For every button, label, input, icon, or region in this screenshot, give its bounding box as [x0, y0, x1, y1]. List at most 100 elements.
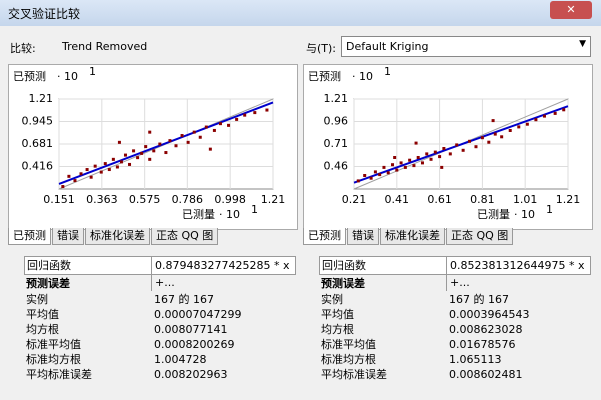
- point: [140, 151, 144, 155]
- point: [136, 156, 140, 160]
- point: [420, 161, 424, 165]
- x-tick-label: 0.998: [214, 193, 246, 206]
- trend-line: [353, 105, 569, 184]
- point: [553, 111, 557, 115]
- stat-name: 标准平均值: [26, 338, 81, 351]
- point: [493, 132, 497, 136]
- stat-row: 标准平均值 0.01678576: [319, 337, 591, 352]
- y-axis-unit: · 10: [57, 70, 78, 83]
- x-tick-label: 0.575: [129, 193, 161, 206]
- regression-value: 0.852381312644975 * x +...: [446, 257, 590, 291]
- section-label: 预测误差: [26, 277, 70, 290]
- point: [429, 157, 433, 161]
- point: [534, 118, 538, 122]
- x-tick-label: 0.61: [427, 193, 452, 206]
- point: [480, 136, 484, 140]
- point: [508, 129, 512, 132]
- point: [403, 165, 407, 169]
- point: [369, 176, 373, 180]
- point: [192, 130, 196, 134]
- stat-row: 实例 167 的 167: [24, 292, 296, 307]
- y-tick-label: 1.21: [29, 92, 54, 105]
- y-tick-label: 0.945: [22, 115, 54, 128]
- stat-name: 标准均方根: [321, 353, 376, 366]
- compare-label: 比较:: [10, 42, 36, 55]
- tab[interactable]: 标准化误差: [380, 228, 445, 245]
- dropdown[interactable]: Default Kriging ▼: [341, 36, 591, 57]
- point: [243, 113, 247, 117]
- tab[interactable]: 标准化误差: [85, 228, 150, 245]
- y-tick-label: 0.96: [324, 115, 349, 128]
- point: [227, 123, 231, 127]
- point: [562, 108, 566, 112]
- window-title: 交叉验证比较: [8, 7, 81, 21]
- point: [391, 163, 395, 167]
- point: [382, 165, 386, 169]
- x-tick-label: 0.151: [43, 193, 75, 206]
- point: [408, 158, 412, 162]
- point: [61, 185, 65, 189]
- x-tick-label: 0.81: [470, 193, 495, 206]
- point: [517, 125, 521, 129]
- point: [93, 164, 97, 168]
- tab[interactable]: 已预测: [303, 228, 346, 245]
- regression-value: 0.879483277425285 * x +...: [151, 257, 295, 291]
- point: [399, 161, 403, 165]
- x-tick-label: 1.01: [513, 193, 538, 206]
- point: [111, 157, 115, 161]
- stats-table: 回归函数 0.879483277425285 * x +... 预测误差 实例 167 …: [24, 256, 296, 382]
- stat-row: 平均值 0.00007047299: [24, 307, 296, 322]
- point: [500, 135, 504, 139]
- point: [440, 165, 444, 169]
- point: [373, 170, 377, 174]
- chart-panel: 已预测 · 10 1 已测量 · 10 1 0.46 0.71 0.96 1.21 0.21 0.41…: [303, 64, 593, 230]
- stat-row: 均方根 0.008077141: [24, 322, 296, 337]
- point: [73, 179, 77, 183]
- point: [442, 147, 446, 150]
- tab[interactable]: 正态 QQ 图: [151, 228, 219, 245]
- y-axis-exponent: 1: [384, 65, 391, 78]
- stat-value: 0.0008200269: [154, 338, 235, 351]
- stat-row: 平均标准误差 0.008202963: [24, 367, 296, 382]
- point: [491, 119, 495, 123]
- point: [174, 144, 178, 148]
- point: [186, 140, 190, 144]
- point: [433, 150, 437, 154]
- chart: 已预测 · 10 1 已测量 · 10 1 0.46 0.71 0.96 1.21 0.21 0.41…: [308, 65, 581, 221]
- dropdown-arrow: ▼: [579, 39, 586, 49]
- tab[interactable]: 错误: [347, 228, 379, 245]
- regression-label: 回归函数: [322, 259, 366, 272]
- stat-value: 167 的 167: [154, 293, 214, 306]
- x-tick-label: 0.786: [172, 193, 204, 206]
- point: [132, 149, 136, 153]
- tab[interactable]: 错误: [52, 228, 84, 245]
- stat-name: 平均标准误差: [321, 368, 387, 381]
- dropdown-value: Default Kriging: [346, 40, 429, 53]
- point: [119, 160, 123, 164]
- stat-row: 标准均方根 1.065113: [319, 352, 591, 367]
- point: [448, 152, 452, 156]
- stat-name: 标准平均值: [321, 338, 376, 351]
- point: [265, 108, 269, 112]
- point: [425, 152, 429, 156]
- stat-value: 0.00007047299: [154, 308, 242, 321]
- close-button[interactable]: ✕: [550, 1, 592, 19]
- chart-panel: 已预测 · 10 1 已测量 · 10 1 0.416 0.681 0.945 1.21 0.151…: [8, 64, 298, 230]
- point: [85, 168, 89, 172]
- x-axis-unit: · 10: [514, 208, 535, 221]
- point: [416, 156, 420, 159]
- tab[interactable]: 正态 QQ 图: [446, 228, 514, 245]
- x-axis-title: 已测量: [477, 208, 510, 221]
- x-axis-exponent: 1: [546, 203, 553, 216]
- x-tick-label: 0.21: [342, 193, 367, 206]
- point: [208, 147, 212, 151]
- stat-row: 平均标准误差 0.008602481: [319, 367, 591, 382]
- tab[interactable]: 已预测: [8, 228, 51, 245]
- x-tick-label: 0.363: [86, 193, 118, 206]
- point: [117, 140, 121, 144]
- stat-value: 0.008077141: [154, 323, 228, 336]
- y-tick-label: 0.681: [22, 137, 54, 150]
- point: [107, 168, 111, 172]
- x-tick-label: 1.21: [556, 193, 581, 206]
